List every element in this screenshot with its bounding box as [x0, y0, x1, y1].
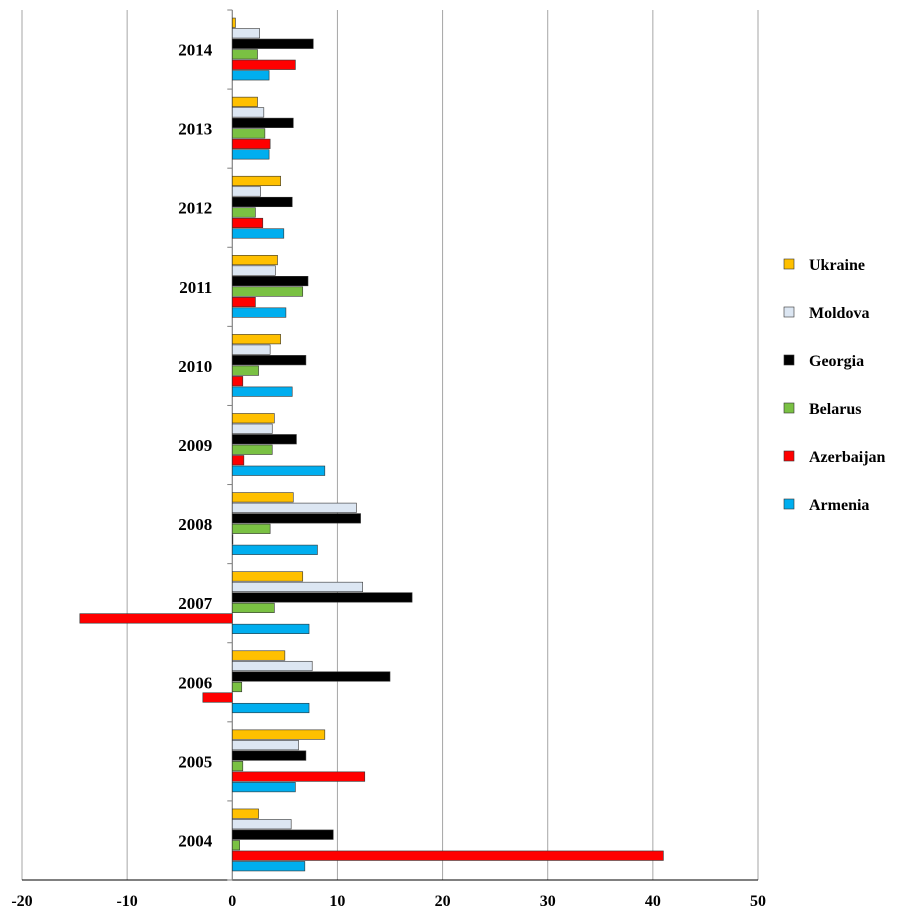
- x-tick-label: 30: [540, 893, 556, 910]
- bar-moldova-2006: [231, 660, 313, 672]
- x-tick-label: -10: [116, 893, 137, 910]
- legend-label-georgia: Georgia: [809, 353, 864, 370]
- legend-label-ukraine: Ukraine: [809, 257, 865, 274]
- bar-armenia-2013: [231, 149, 270, 160]
- bar-georgia-2011: [231, 276, 309, 287]
- bar-azerbaijan-2010: [231, 376, 244, 387]
- bar-georgia-2008: [231, 513, 361, 524]
- legend-swatch-armenia: [783, 498, 795, 510]
- bar-ukraine-2007: [231, 571, 304, 582]
- bar-armenia-2009: [231, 465, 326, 476]
- bar-ukraine-2011: [231, 255, 278, 266]
- bar-belarus-2006: [231, 681, 243, 693]
- x-tick-label: -20: [11, 893, 32, 910]
- bar-ukraine-2006: [231, 650, 286, 661]
- bar-azerbaijan-2006: [202, 692, 233, 703]
- bar-georgia-2013: [231, 117, 294, 128]
- bar-moldova-2014: [231, 28, 260, 39]
- bar-georgia-2009: [231, 434, 297, 445]
- bar-armenia-2012: [231, 228, 285, 239]
- bar-moldova-2005: [231, 740, 299, 751]
- x-tick-label: 50: [750, 893, 766, 910]
- category-label: 2004: [178, 831, 213, 850]
- bar-armenia-2004: [231, 861, 306, 872]
- bar-armenia-2010: [231, 386, 293, 397]
- x-tick-label: 0: [228, 893, 236, 910]
- category-label: 2007: [178, 594, 213, 613]
- bar-azerbaijan-2004: [231, 850, 664, 861]
- bar-georgia-2004: [231, 829, 334, 840]
- bar-belarus-2008: [231, 523, 271, 534]
- bar-belarus-2007: [231, 602, 275, 613]
- category-label: 2012: [178, 199, 212, 218]
- bar-georgia-2007: [231, 592, 413, 603]
- bar-moldova-2010: [231, 344, 271, 355]
- bar-armenia-2014: [231, 70, 270, 81]
- bar-azerbaijan-2007: [79, 613, 233, 624]
- bar-belarus-2011: [231, 286, 304, 297]
- legend-label-armenia: Armenia: [809, 497, 869, 514]
- bar-ukraine-2004: [231, 808, 259, 819]
- category-label: 2006: [178, 673, 212, 692]
- bar-belarus-2013: [231, 128, 266, 139]
- bar-moldova-2009: [231, 423, 273, 434]
- category-label: 2011: [179, 278, 212, 297]
- bar-ukraine-2014: [231, 17, 236, 28]
- bar-azerbaijan-2011: [231, 297, 256, 308]
- bar-azerbaijan-2009: [231, 455, 245, 466]
- bar-belarus-2004: [231, 840, 240, 851]
- bar-azerbaijan-2014: [231, 59, 296, 70]
- legend-swatch-ukraine: [783, 258, 795, 270]
- category-label: 2010: [178, 357, 212, 376]
- bar-ukraine-2005: [231, 729, 326, 740]
- bar-moldova-2008: [231, 502, 357, 513]
- category-label: 2013: [178, 120, 212, 139]
- category-label: 2005: [178, 752, 212, 771]
- bar-georgia-2006: [231, 671, 391, 682]
- bar-belarus-2009: [231, 444, 273, 455]
- bar-ukraine-2010: [231, 334, 281, 345]
- bar-belarus-2005: [231, 761, 244, 772]
- category-label: 2014: [178, 41, 213, 60]
- bar-moldova-2012: [231, 186, 261, 197]
- x-tick-label: 20: [435, 893, 451, 910]
- bar-georgia-2005: [231, 750, 307, 761]
- legend-label-moldova: Moldova: [809, 305, 869, 322]
- bar-armenia-2008: [231, 544, 318, 555]
- legend-swatch-georgia: [783, 354, 795, 366]
- legend-swatch-azerbaijan: [783, 450, 795, 462]
- x-tick-label: 10: [329, 893, 345, 910]
- bar-azerbaijan-2008: [231, 534, 234, 545]
- bar-georgia-2014: [231, 38, 314, 49]
- bar-moldova-2011: [231, 265, 276, 276]
- bar-belarus-2014: [231, 49, 258, 60]
- legend-label-azerbaijan: Azerbaijan: [809, 449, 886, 466]
- bar-armenia-2011: [231, 307, 287, 318]
- bar-ukraine-2009: [231, 413, 275, 424]
- bar-azerbaijan-2012: [231, 217, 264, 229]
- bar-armenia-2005: [231, 782, 296, 793]
- bar-armenia-2007: [231, 623, 310, 634]
- bar-ukraine-2012: [231, 175, 281, 187]
- bar-georgia-2010: [231, 355, 307, 366]
- bar-azerbaijan-2013: [231, 138, 271, 149]
- legend-swatch-belarus: [783, 402, 795, 414]
- bar-georgia-2012: [231, 196, 293, 208]
- bar-moldova-2004: [231, 819, 292, 830]
- bar-armenia-2006: [231, 702, 310, 714]
- bar-ukraine-2013: [231, 96, 258, 107]
- x-tick-label: 40: [645, 893, 661, 910]
- legend-swatch-moldova: [783, 306, 795, 318]
- bar-belarus-2012: [231, 207, 256, 218]
- bar-moldova-2007: [231, 581, 363, 592]
- category-label: 2009: [178, 436, 212, 455]
- bar-belarus-2010: [231, 365, 259, 376]
- bar-azerbaijan-2005: [231, 771, 366, 782]
- bar-moldova-2013: [231, 107, 265, 118]
- legend-label-belarus: Belarus: [809, 401, 861, 418]
- bar-ukraine-2008: [231, 492, 294, 503]
- category-label: 2008: [178, 515, 212, 534]
